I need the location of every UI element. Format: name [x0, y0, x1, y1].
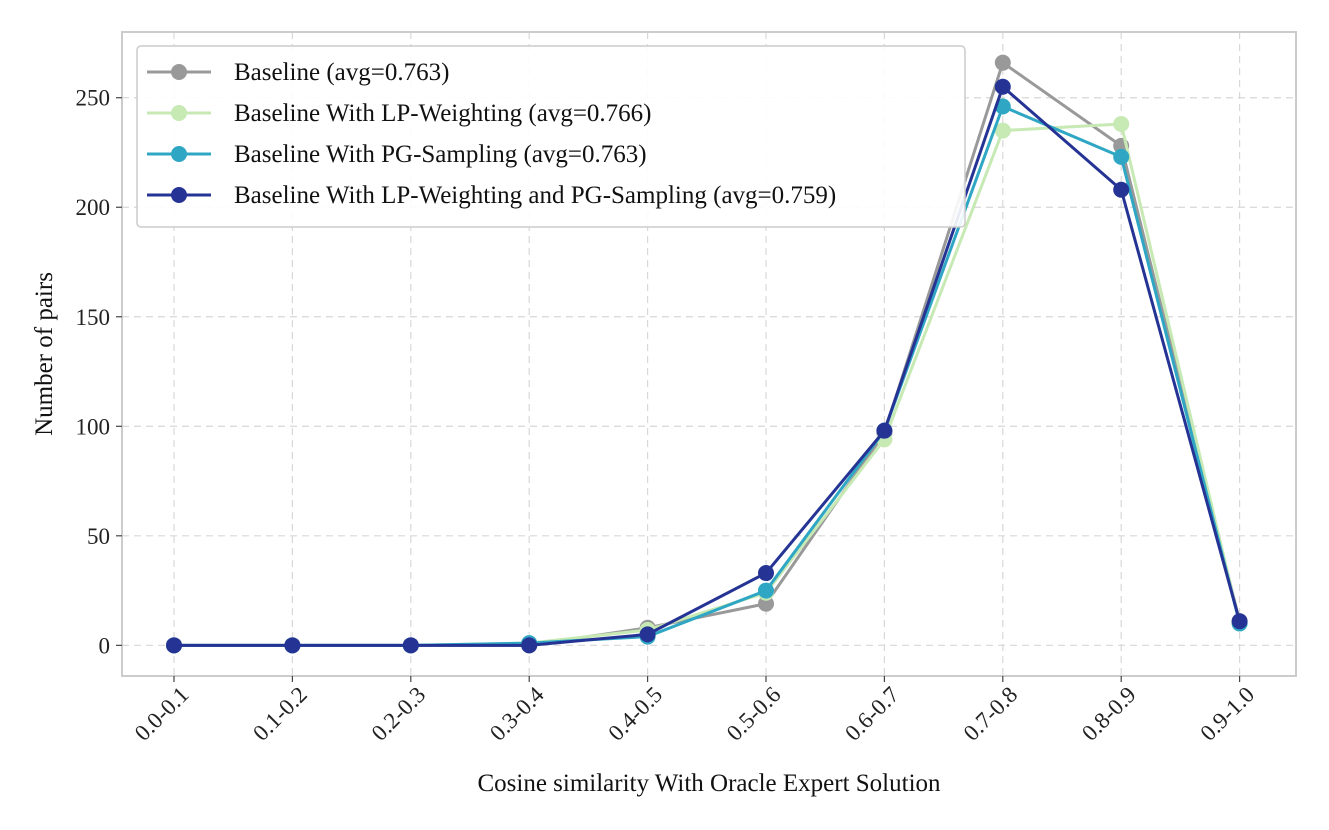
data-point — [994, 78, 1011, 95]
legend-label: Baseline (avg=0.763) — [234, 59, 449, 86]
series-lines — [166, 54, 1248, 654]
legend-entry: Baseline With LP-Weighting and PG-Sampli… — [147, 182, 836, 209]
data-point — [994, 122, 1011, 139]
y-tick-label: 100 — [76, 414, 111, 439]
y-tick-label: 50 — [87, 524, 110, 549]
legend: Baseline (avg=0.763) Baseline With LP-Wei… — [136, 45, 966, 228]
legend-label: Baseline With LP-Weighting (avg=0.766) — [234, 100, 652, 127]
data-point — [758, 565, 774, 582]
x-tick-label: 0.5-0.6 — [722, 682, 786, 746]
x-tick-label: 0.3-0.4 — [485, 682, 549, 746]
y-tick-label: 250 — [76, 86, 111, 111]
x-tick-label: 0.6-0.7 — [840, 682, 904, 746]
legend-label: Baseline With LP-Weighting and PG-Sampli… — [234, 182, 836, 209]
legend-entry: Baseline (avg=0.763) — [147, 59, 449, 86]
legend-entry: Baseline With PG-Sampling (avg=0.763) — [147, 141, 647, 168]
y-tick-label: 0 — [99, 633, 111, 658]
data-point — [758, 595, 774, 612]
data-point — [1113, 116, 1130, 132]
data-point — [166, 637, 182, 654]
plot-frame — [121, 31, 1297, 677]
data-point — [1231, 613, 1248, 630]
legend-entry: Baseline With LP-Weighting (avg=0.766) — [147, 100, 652, 127]
data-point — [1113, 181, 1130, 198]
x-tick-label: 0.9-1.0 — [1195, 682, 1259, 746]
y-tick-labels: 0 50 100 150 200 250 — [76, 86, 122, 658]
x-tick-label: 0.0-0.1 — [130, 682, 194, 746]
data-point — [994, 54, 1011, 71]
y-axis-label: Number of pairs — [31, 272, 58, 436]
y-tick-label: 150 — [76, 305, 111, 330]
y-tick-label: 200 — [76, 195, 111, 220]
legend-marker — [171, 146, 187, 162]
data-point — [284, 637, 301, 654]
x-tick-label: 0.7-0.8 — [959, 682, 1023, 746]
data-point — [402, 637, 419, 654]
data-point — [521, 637, 538, 654]
x-tick-label: 0.8-0.9 — [1077, 682, 1141, 746]
legend-marker — [171, 64, 187, 80]
x-axis-label: Cosine similarity With Oracle Expert Sol… — [477, 770, 941, 797]
series-4 — [166, 78, 1248, 654]
x-tick-label: 0.1-0.2 — [248, 682, 312, 746]
data-point — [1113, 148, 1130, 165]
x-tick-label: 0.4-0.5 — [603, 682, 667, 746]
data-point — [639, 626, 656, 643]
legend-marker — [171, 187, 187, 203]
data-point — [876, 422, 893, 439]
legend-marker — [171, 105, 187, 121]
data-point — [758, 582, 774, 599]
legend-label: Baseline With PG-Sampling (avg=0.763) — [234, 141, 647, 168]
series-line — [174, 85, 1242, 647]
x-tick-labels: 0.0-0.1 0.1-0.2 0.2-0.3 0.3-0.4 0.4-0.5 0.5-0… — [130, 676, 1259, 746]
x-tick-label: 0.2-0.3 — [367, 682, 431, 746]
legend-box — [136, 45, 966, 228]
